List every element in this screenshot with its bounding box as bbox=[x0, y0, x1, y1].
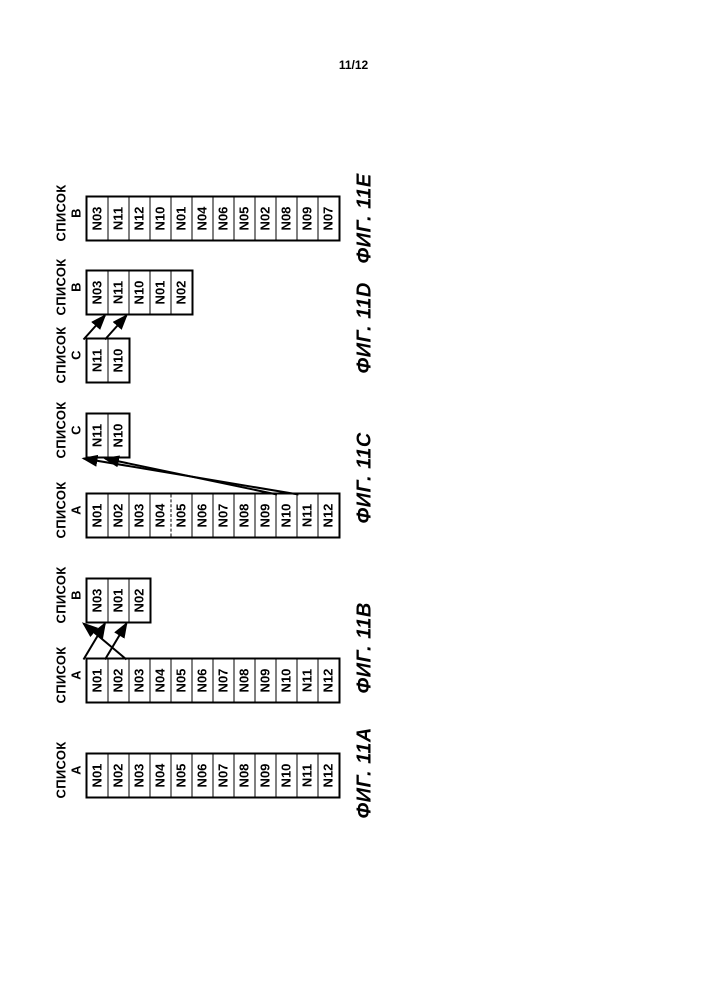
list-label: СПИСОК A bbox=[54, 647, 84, 704]
list-label: СПИСОК C bbox=[54, 402, 84, 459]
list-label: СПИСОК B bbox=[54, 259, 84, 316]
list-cell: N07 bbox=[214, 660, 235, 702]
list-cell: N11 bbox=[298, 755, 319, 797]
list-cell: N04 bbox=[193, 198, 214, 240]
list-box: N01N02N03N04N05N06N07N08N09N10N11N12 bbox=[86, 493, 341, 539]
list-column: СПИСОК BN03N11N12N10N01N04N06N05N02N08N0… bbox=[54, 185, 341, 242]
list-label: СПИСОК B bbox=[54, 567, 84, 624]
list-cell: N11 bbox=[88, 340, 109, 382]
list-box: N11N10 bbox=[86, 413, 131, 459]
list-cell: N12 bbox=[319, 755, 339, 797]
fig-label-11e: ФИГ. 11E bbox=[354, 173, 377, 263]
list-cell: N01 bbox=[172, 198, 193, 240]
list-cell: N01 bbox=[109, 580, 130, 622]
list-column: СПИСОК AN01N02N03N04N05N06N07N08N09N10N1… bbox=[54, 647, 341, 704]
list-cell: N06 bbox=[214, 198, 235, 240]
list-cell: N10 bbox=[276, 495, 297, 537]
list-cell: N06 bbox=[192, 495, 213, 537]
list-cell: N08 bbox=[235, 755, 256, 797]
list-box: N01N02N03N04N05N06N07N08N09N10N11N12 bbox=[86, 658, 341, 704]
list-cell: N09 bbox=[256, 660, 277, 702]
list-cell: N05 bbox=[172, 660, 193, 702]
list-cell: N10 bbox=[277, 755, 298, 797]
list-cell: N07 bbox=[214, 755, 235, 797]
list-cell: N11 bbox=[298, 660, 319, 702]
list-cell: N03 bbox=[130, 495, 151, 537]
list-cell: N07 bbox=[213, 495, 234, 537]
list-column: СПИСОК CN11N10 bbox=[54, 327, 131, 384]
list-cell: N08 bbox=[235, 660, 256, 702]
fig-label-11a: ФИГ. 11A bbox=[354, 727, 377, 818]
list-cell: N07 bbox=[319, 198, 339, 240]
list-cell: N02 bbox=[109, 495, 130, 537]
list-column: СПИСОК BN03N11N10N01N02 bbox=[54, 259, 194, 316]
list-cell: N02 bbox=[130, 580, 150, 622]
list-cell: N02 bbox=[256, 198, 277, 240]
diagram-stage: СПИСОК AN01N02N03N04N05N06N07N08N09N10N1… bbox=[0, 147, 707, 854]
list-cell: N04 bbox=[149, 495, 171, 537]
fig-label-11d: ФИГ. 11D bbox=[354, 282, 377, 373]
list-cell: N10 bbox=[109, 415, 129, 457]
list-cell: N12 bbox=[319, 660, 339, 702]
list-cell: N10 bbox=[277, 660, 298, 702]
list-cell: N01 bbox=[88, 755, 109, 797]
list-cell: N09 bbox=[256, 755, 277, 797]
list-box: N03N11N12N10N01N04N06N05N02N08N09N07 bbox=[86, 196, 341, 242]
page-number: 11/12 bbox=[0, 58, 707, 72]
list-cell: N10 bbox=[151, 198, 172, 240]
list-cell: N06 bbox=[193, 755, 214, 797]
list-cell: N08 bbox=[234, 495, 255, 537]
list-cell: N04 bbox=[151, 660, 172, 702]
list-label: СПИСОК A bbox=[54, 482, 84, 539]
list-cell: N02 bbox=[109, 660, 130, 702]
list-label: СПИСОК B bbox=[54, 185, 84, 242]
list-cell: N03 bbox=[88, 272, 109, 314]
list-column: СПИСОК CN11N10 bbox=[54, 402, 131, 459]
list-cell: N11 bbox=[297, 495, 318, 537]
list-cell: N11 bbox=[88, 415, 109, 457]
list-cell: N06 bbox=[193, 660, 214, 702]
list-cell: N05 bbox=[171, 495, 192, 537]
list-box: N11N10 bbox=[86, 338, 131, 384]
list-box: N01N02N03N04N05N06N07N08N09N10N11N12 bbox=[86, 753, 341, 799]
list-cell: N09 bbox=[255, 495, 276, 537]
list-column: СПИСОК BN03N01N02 bbox=[54, 567, 152, 624]
list-cell: N10 bbox=[109, 340, 129, 382]
list-cell: N10 bbox=[130, 272, 151, 314]
list-cell: N03 bbox=[88, 580, 109, 622]
list-cell: N02 bbox=[109, 755, 130, 797]
fig-label-11c: ФИГ. 11C bbox=[354, 432, 377, 523]
list-cell: N09 bbox=[298, 198, 319, 240]
list-cell: N03 bbox=[88, 198, 109, 240]
list-cell: N08 bbox=[277, 198, 298, 240]
list-cell: N03 bbox=[130, 660, 151, 702]
list-cell: N11 bbox=[109, 272, 130, 314]
list-box: N03N01N02 bbox=[86, 578, 152, 624]
list-box: N03N11N10N01N02 bbox=[86, 270, 194, 316]
list-cell: N02 bbox=[172, 272, 192, 314]
fig-label-11b: ФИГ. 11B bbox=[354, 602, 377, 693]
list-cell: N11 bbox=[109, 198, 130, 240]
list-column: СПИСОК AN01N02N03N04N05N06N07N08N09N10N1… bbox=[54, 742, 341, 799]
list-label: СПИСОК A bbox=[54, 742, 84, 799]
list-cell: N05 bbox=[172, 755, 193, 797]
list-cell: N01 bbox=[88, 660, 109, 702]
list-cell: N01 bbox=[88, 495, 109, 537]
list-column: СПИСОК AN01N02N03N04N05N06N07N08N09N10N1… bbox=[54, 482, 341, 539]
list-cell: N12 bbox=[130, 198, 151, 240]
list-cell: N04 bbox=[151, 755, 172, 797]
list-cell: N01 bbox=[151, 272, 172, 314]
list-label: СПИСОК C bbox=[54, 327, 84, 384]
list-cell: N12 bbox=[318, 495, 338, 537]
list-cell: N03 bbox=[130, 755, 151, 797]
list-cell: N05 bbox=[235, 198, 256, 240]
